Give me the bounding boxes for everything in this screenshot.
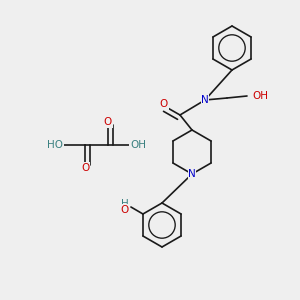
Text: OH: OH xyxy=(252,91,268,101)
Text: N: N xyxy=(201,95,209,105)
Text: O: O xyxy=(121,205,129,215)
Text: O: O xyxy=(160,99,168,109)
Text: H: H xyxy=(121,199,129,209)
Text: N: N xyxy=(188,169,196,179)
Text: O: O xyxy=(81,163,89,173)
Text: HO: HO xyxy=(47,140,63,150)
Text: OH: OH xyxy=(130,140,146,150)
Text: O: O xyxy=(104,117,112,127)
